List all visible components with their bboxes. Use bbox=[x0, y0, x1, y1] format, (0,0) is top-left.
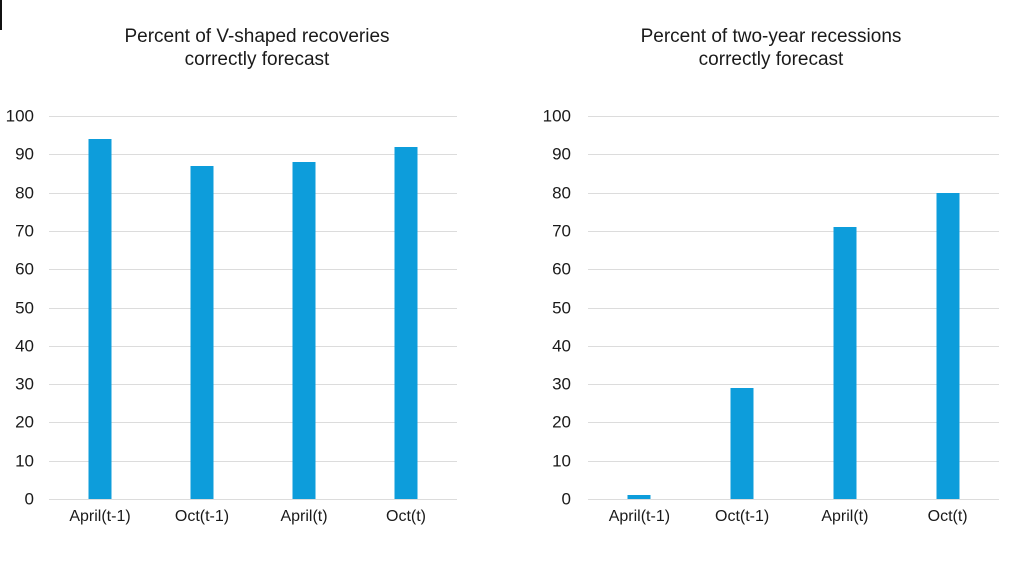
y-tick-label: 0 bbox=[561, 489, 571, 509]
gridline bbox=[588, 230, 999, 232]
bar-slot bbox=[49, 116, 151, 499]
x-axis-label: April(t-1) bbox=[608, 508, 671, 525]
x-axis-label: Oct(t) bbox=[386, 508, 426, 525]
bar-slot bbox=[355, 116, 457, 499]
y-tick-label: 0 bbox=[24, 489, 34, 509]
bar bbox=[190, 165, 214, 499]
y-tick-label: 100 bbox=[542, 106, 571, 126]
x-axis-label: April(t-1) bbox=[69, 508, 131, 525]
gridline bbox=[588, 499, 999, 500]
y-tick-label: 90 bbox=[552, 144, 571, 164]
bars bbox=[588, 116, 999, 499]
y-tick-label: 60 bbox=[15, 259, 34, 279]
gridline bbox=[49, 116, 457, 117]
bars bbox=[49, 116, 457, 499]
y-tick-label: 90 bbox=[15, 144, 34, 164]
gridline bbox=[49, 499, 457, 500]
x-axis-label: Oct(t) bbox=[927, 508, 968, 525]
y-tick-label: 50 bbox=[552, 298, 571, 317]
gridline bbox=[588, 345, 999, 347]
y-axis: 0 10 20 30 40 50 60 70 80 90 100 bbox=[0, 108, 34, 508]
plot-area bbox=[588, 116, 999, 500]
chart-title: Percent of two-year recessions correctly… bbox=[514, 25, 1028, 71]
bar-slot bbox=[794, 116, 897, 499]
bar bbox=[833, 227, 857, 499]
y-tick-label: 70 bbox=[552, 221, 571, 241]
gridline bbox=[49, 345, 457, 347]
y-tick-label: 30 bbox=[15, 374, 34, 394]
gridline bbox=[588, 307, 999, 309]
x-axis: April(t-1) Oct(t-1) April(t) Oct(t) bbox=[588, 508, 999, 526]
y-tick-label: 30 bbox=[552, 374, 571, 394]
bar-slot bbox=[151, 116, 253, 499]
y-tick-label: 20 bbox=[15, 412, 34, 432]
y-axis: 0 10 20 30 40 50 60 70 80 90 100 bbox=[514, 108, 571, 508]
bar-slot bbox=[691, 116, 794, 499]
x-axis: April(t-1) Oct(t-1) April(t) Oct(t) bbox=[49, 508, 457, 526]
bar bbox=[936, 192, 960, 499]
chart-title: Percent of V-shaped recoveries correctly… bbox=[0, 25, 514, 71]
chart-title-line1: Percent of V-shaped recoveries bbox=[124, 26, 390, 47]
y-tick-label: 80 bbox=[15, 183, 34, 203]
gridline bbox=[49, 230, 457, 232]
y-tick-label: 40 bbox=[552, 336, 571, 356]
edge-crop-artifact bbox=[0, 0, 2, 30]
y-tick-label: 80 bbox=[552, 183, 571, 203]
plot-area bbox=[49, 116, 457, 500]
bar-slot bbox=[253, 116, 355, 499]
gridline bbox=[49, 154, 457, 156]
gridline bbox=[588, 422, 999, 424]
gridline bbox=[49, 269, 457, 271]
bar bbox=[627, 495, 651, 499]
x-axis-label: April(t) bbox=[821, 508, 869, 525]
gridline bbox=[588, 269, 999, 271]
gridline bbox=[49, 384, 457, 386]
x-axis-label: April(t) bbox=[280, 508, 328, 525]
gridline bbox=[588, 154, 999, 156]
gridline bbox=[588, 460, 999, 462]
bar bbox=[88, 138, 112, 499]
bar-slot bbox=[896, 116, 999, 499]
x-axis-label: Oct(t-1) bbox=[715, 508, 770, 525]
gridline bbox=[588, 116, 999, 117]
gridline bbox=[49, 422, 457, 424]
bar bbox=[292, 161, 316, 499]
y-tick-label: 40 bbox=[15, 336, 34, 356]
chart-title-line1: Percent of two-year recessions bbox=[640, 26, 902, 47]
y-tick-label: 10 bbox=[15, 451, 34, 471]
gridline bbox=[49, 307, 457, 309]
chart-v-shaped-recoveries: Percent of V-shaped recoveries correctly… bbox=[0, 25, 514, 526]
gridline bbox=[49, 460, 457, 462]
chart-body: 0 10 20 30 40 50 60 70 80 90 100 bbox=[514, 108, 1028, 508]
chart-body: 0 10 20 30 40 50 60 70 80 90 100 bbox=[0, 108, 514, 508]
bar bbox=[730, 387, 754, 499]
gridline bbox=[588, 384, 999, 386]
y-tick-label: 70 bbox=[15, 221, 34, 241]
chart-title-line2: correctly forecast bbox=[184, 49, 330, 70]
x-axis-label: Oct(t-1) bbox=[174, 508, 230, 525]
y-tick-label: 50 bbox=[15, 298, 34, 317]
y-tick-label: 100 bbox=[5, 106, 34, 126]
gridline bbox=[588, 192, 999, 194]
chart-two-year-recessions: Percent of two-year recessions correctly… bbox=[514, 0, 1028, 563]
chart-title-line2: correctly forecast bbox=[698, 49, 844, 70]
bar-slot bbox=[588, 116, 691, 499]
y-tick-label: 20 bbox=[552, 412, 571, 432]
bar bbox=[394, 146, 418, 499]
y-tick-label: 10 bbox=[552, 451, 571, 471]
gridline bbox=[49, 192, 457, 194]
y-tick-label: 60 bbox=[552, 259, 571, 279]
